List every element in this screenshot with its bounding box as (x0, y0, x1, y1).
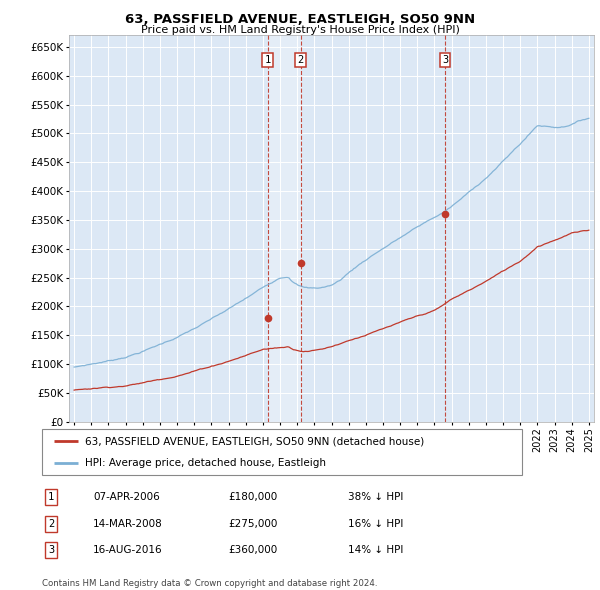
Text: £275,000: £275,000 (228, 519, 277, 529)
Text: 3: 3 (48, 545, 54, 555)
Bar (268, 35, 301, 422)
Text: 2: 2 (298, 55, 304, 65)
Text: HPI: Average price, detached house, Eastleigh: HPI: Average price, detached house, East… (85, 457, 326, 467)
Text: 2: 2 (48, 519, 54, 529)
Text: £360,000: £360,000 (228, 545, 277, 555)
Text: 16% ↓ HPI: 16% ↓ HPI (348, 519, 403, 529)
Text: 38% ↓ HPI: 38% ↓ HPI (348, 492, 403, 502)
Text: Contains HM Land Registry data © Crown copyright and database right 2024.
This d: Contains HM Land Registry data © Crown c… (42, 579, 377, 590)
Text: 63, PASSFIELD AVENUE, EASTLEIGH, SO50 9NN (detached house): 63, PASSFIELD AVENUE, EASTLEIGH, SO50 9N… (85, 437, 424, 447)
Text: 1: 1 (265, 55, 271, 65)
Text: 3: 3 (442, 55, 448, 65)
Text: 14-MAR-2008: 14-MAR-2008 (93, 519, 163, 529)
Text: 16-AUG-2016: 16-AUG-2016 (93, 545, 163, 555)
Text: 63, PASSFIELD AVENUE, EASTLEIGH, SO50 9NN: 63, PASSFIELD AVENUE, EASTLEIGH, SO50 9N… (125, 13, 475, 26)
Text: 14% ↓ HPI: 14% ↓ HPI (348, 545, 403, 555)
FancyBboxPatch shape (42, 429, 522, 475)
Text: 1: 1 (48, 492, 54, 502)
Text: 07-APR-2006: 07-APR-2006 (93, 492, 160, 502)
Text: Price paid vs. HM Land Registry's House Price Index (HPI): Price paid vs. HM Land Registry's House … (140, 25, 460, 35)
Text: £180,000: £180,000 (228, 492, 277, 502)
